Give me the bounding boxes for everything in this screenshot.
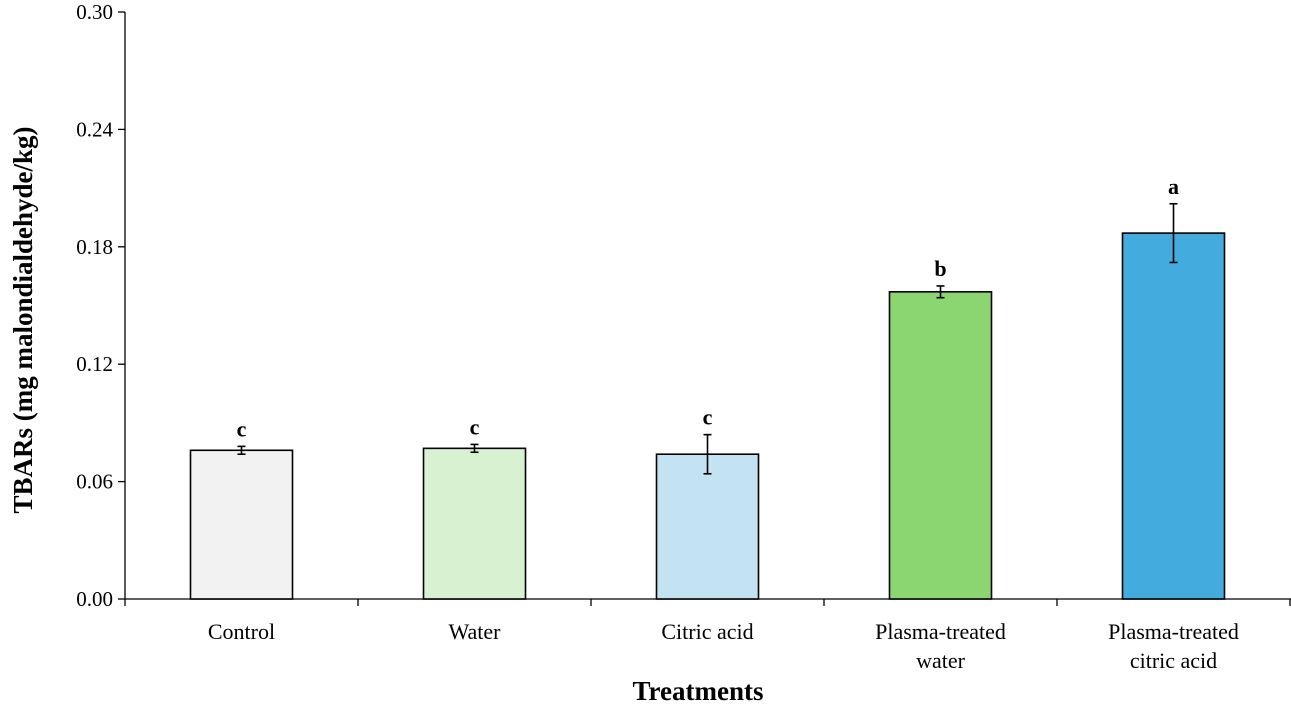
significance-letter: b (934, 256, 946, 281)
y-axis-title: TBARs (mg malondialdehyde/kg) (8, 126, 38, 513)
category-label: Plasma-treated (875, 619, 1006, 644)
bar (422, 447, 527, 600)
error-bars (237, 202, 1178, 475)
y-tick-label: 0.06 (76, 470, 113, 494)
bar-series (189, 232, 1226, 600)
significance-letter: a (1168, 174, 1179, 199)
category-label: Plasma-treated (1108, 619, 1239, 644)
category-label: Citric acid (661, 619, 753, 644)
y-tick-label: 0.24 (76, 117, 113, 141)
significance-letter: c (470, 414, 480, 439)
bar (888, 291, 993, 600)
bar (655, 453, 760, 600)
x-axis (124, 598, 1291, 606)
bar (189, 449, 294, 600)
category-labels: Control Water Citric acid Plasma-treated wat… (208, 619, 1239, 673)
y-tick-label: 0.00 (76, 587, 113, 611)
significance-letter: c (237, 416, 247, 441)
y-tick-label: 0.18 (76, 235, 113, 259)
y-tick-label: 0.30 (76, 0, 113, 24)
bar (1121, 232, 1226, 600)
category-label: citric acid (1130, 648, 1217, 673)
category-label: Control (208, 619, 275, 644)
significance-letters: c c c b a (237, 174, 1179, 442)
category-label: Water (449, 619, 502, 644)
category-label: water (916, 648, 966, 673)
x-axis-title: Treatments (633, 676, 764, 705)
significance-letter: c (703, 405, 713, 430)
y-tick-label: 0.12 (76, 352, 113, 376)
y-axis: 0.00 0.06 0.12 0.18 0.24 0.30 (76, 0, 126, 611)
